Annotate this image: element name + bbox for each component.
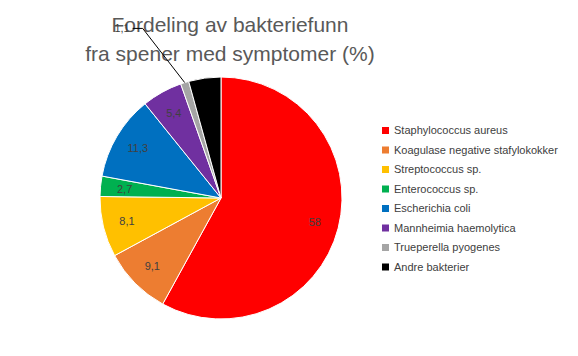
legend-swatch — [382, 205, 389, 212]
legend-label: Enterococcus sp. — [394, 183, 478, 195]
legend: Staphylococcus aureus Koagulase negative … — [382, 124, 558, 273]
leader-line — [133, 28, 185, 82]
data-label: 2,7 — [117, 183, 132, 195]
data-label: 8,1 — [119, 215, 134, 227]
legend-label: Escherichia coli — [394, 202, 470, 214]
data-label: 5,4 — [166, 107, 181, 119]
slice — [189, 77, 221, 198]
data-label: 9,1 — [145, 260, 160, 272]
legend-label: Trueperella pyogenes — [394, 241, 500, 253]
data-label: 11,3 — [128, 142, 149, 154]
chart: Fordeling av bakteriefunn fra spener med … — [0, 0, 578, 356]
title: Fordeling av bakteriefunn fra spener med … — [85, 13, 374, 65]
data-label: 1,1 — [114, 22, 129, 34]
data-labels: 58 9,1 8,1 2,7 11,3 5,4 1,1 — [114, 22, 320, 272]
legend-label: Staphylococcus aureus — [394, 124, 508, 136]
legend-swatch — [382, 225, 389, 232]
data-label: 58 — [309, 216, 321, 228]
legend-swatch — [382, 127, 389, 134]
title-line: fra spener med symptomer (%) — [85, 42, 374, 65]
legend-swatch — [382, 264, 389, 271]
legend-label: Mannheimia haemolytica — [394, 222, 517, 234]
legend-label: Streptococcus sp. — [394, 163, 481, 175]
slice — [100, 196, 221, 255]
legend-swatch — [382, 244, 389, 251]
legend-swatch — [382, 147, 389, 154]
legend-swatch — [382, 186, 389, 193]
pie — [100, 77, 342, 319]
title-line: Fordeling av bakteriefunn — [112, 13, 349, 36]
legend-swatch — [382, 166, 389, 173]
legend-label: Koagulase negative stafylokokker — [394, 144, 558, 156]
background — [0, 0, 578, 356]
legend-label: Andre bakterier — [394, 261, 470, 273]
